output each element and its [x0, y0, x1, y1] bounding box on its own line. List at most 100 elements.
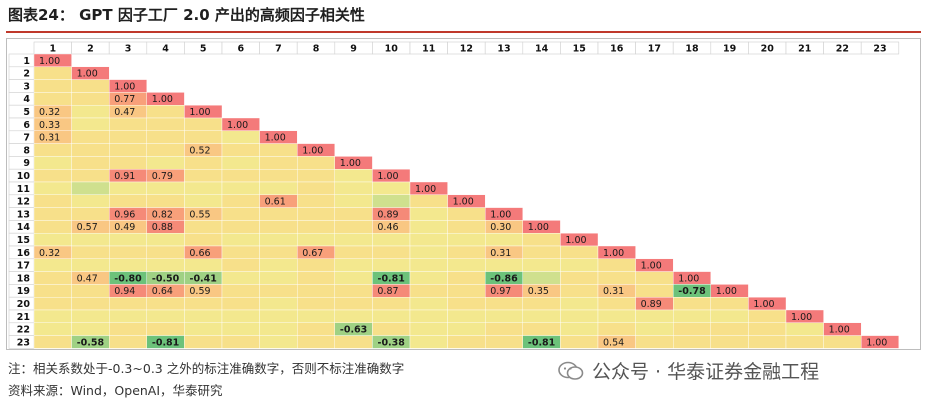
heatmap-cell — [522, 322, 561, 336]
cell-value-label: 0.30 — [490, 222, 511, 233]
heatmap-cell — [297, 156, 336, 170]
row-label: 6 — [23, 120, 30, 131]
heatmap-cell — [673, 322, 712, 336]
heatmap-cell — [334, 194, 373, 208]
heatmap-cell — [372, 232, 411, 247]
cell-value-label: 0.46 — [377, 222, 398, 233]
row-label: 9 — [23, 158, 30, 169]
col-label: 10 — [385, 44, 399, 55]
heatmap-cell — [785, 322, 824, 336]
heatmap-cell — [485, 297, 524, 311]
row-label: 18 — [17, 273, 31, 284]
col-label: 13 — [497, 44, 510, 55]
heatmap-cell — [334, 309, 373, 324]
heatmap-cell — [710, 322, 749, 336]
row-label: 8 — [23, 145, 30, 156]
heatmap-cell — [522, 309, 561, 324]
heatmap-cell — [560, 284, 599, 298]
heatmap-cell — [146, 194, 185, 208]
heatmap-cell — [221, 220, 260, 234]
cell-value-label: 0.49 — [114, 222, 135, 233]
heatmap-cell — [861, 335, 900, 349]
heatmap-cell — [447, 258, 486, 272]
row-label: 17 — [17, 261, 30, 272]
col-label: 23 — [873, 44, 886, 55]
heatmap-cell — [108, 258, 147, 272]
heatmap-cell — [221, 168, 260, 183]
cell-value-label: 0.79 — [152, 171, 173, 182]
cell-value-label: 0.87 — [377, 286, 398, 297]
cell-value-label: 0.59 — [189, 286, 210, 297]
col-label: 12 — [460, 44, 473, 55]
heatmap-cell — [560, 335, 599, 349]
heatmap-cell — [372, 194, 411, 208]
heatmap-cell — [108, 130, 147, 144]
col-label: 21 — [798, 44, 811, 55]
heatmap-cell — [635, 322, 674, 336]
wechat-icon — [558, 361, 584, 380]
col-label: 8 — [313, 44, 320, 55]
row-label: 21 — [17, 312, 30, 323]
heatmap-cell — [259, 258, 298, 272]
heatmap-cell — [673, 335, 712, 349]
heatmap-cell — [259, 297, 298, 311]
heatmap-cell — [447, 322, 486, 336]
cell-value-label: 0.47 — [114, 107, 135, 118]
heatmap-cell — [297, 284, 336, 298]
heatmap-cell — [33, 284, 72, 298]
heatmap-cell — [71, 104, 110, 119]
col-label: 11 — [422, 44, 435, 55]
heatmap-cell — [409, 271, 448, 285]
heatmap-cell — [485, 232, 524, 247]
heatmap-cell — [184, 220, 223, 234]
heatmap-cell — [33, 322, 72, 336]
row-label: 11 — [17, 184, 30, 195]
heatmap-cell — [184, 232, 223, 247]
heatmap-cell — [221, 156, 260, 170]
heatmap-cell — [146, 232, 185, 247]
heatmap-cell — [409, 284, 448, 298]
heatmap-cell — [221, 232, 260, 247]
heatmap-cell — [409, 232, 448, 247]
heatmap-cell — [334, 168, 373, 183]
heatmap-cell — [372, 245, 411, 260]
heatmap-cell — [221, 207, 260, 221]
col-label: 19 — [723, 44, 736, 55]
heatmap-cell — [108, 156, 147, 170]
heatmap-cell — [710, 335, 749, 349]
heatmap-cell — [33, 207, 72, 221]
heatmap-cell — [108, 143, 147, 157]
heatmap-cell — [146, 117, 185, 132]
heatmap-cell — [108, 232, 147, 247]
row-header-cell — [8, 53, 35, 68]
heatmap-cell — [560, 322, 599, 336]
heatmap-cell — [71, 207, 110, 221]
cell-value-label: 1.00 — [152, 94, 173, 105]
cell-value-label: 1.00 — [753, 299, 774, 310]
heatmap-cell — [635, 335, 674, 349]
heatmap-cell — [259, 181, 298, 196]
cell-value-label: 0.55 — [189, 209, 210, 220]
row-label: 1 — [23, 56, 30, 67]
heatmap-cell — [71, 297, 110, 311]
cell-value-label: 1.00 — [490, 209, 511, 220]
heatmap-cell — [221, 130, 260, 144]
cell-value-label: 0.96 — [114, 209, 135, 220]
row-label: 3 — [23, 81, 30, 92]
row-header-cell — [8, 143, 35, 157]
heatmap-cell — [297, 271, 336, 285]
col-label: 14 — [535, 44, 549, 55]
heatmap-cell — [297, 194, 336, 208]
heatmap-cell — [334, 181, 373, 196]
heatmap-cell — [597, 297, 636, 311]
col-label: 15 — [573, 44, 586, 55]
row-header-cell — [8, 104, 35, 119]
heatmap-cell — [71, 258, 110, 272]
cell-value-label: 1.00 — [716, 286, 737, 297]
heatmap-cell — [108, 322, 147, 336]
heatmap-cell — [259, 232, 298, 247]
cell-value-label: 1.00 — [678, 273, 699, 284]
heatmap-cell — [297, 168, 336, 183]
heatmap-cell — [259, 245, 298, 260]
row-header-cell — [8, 117, 35, 132]
